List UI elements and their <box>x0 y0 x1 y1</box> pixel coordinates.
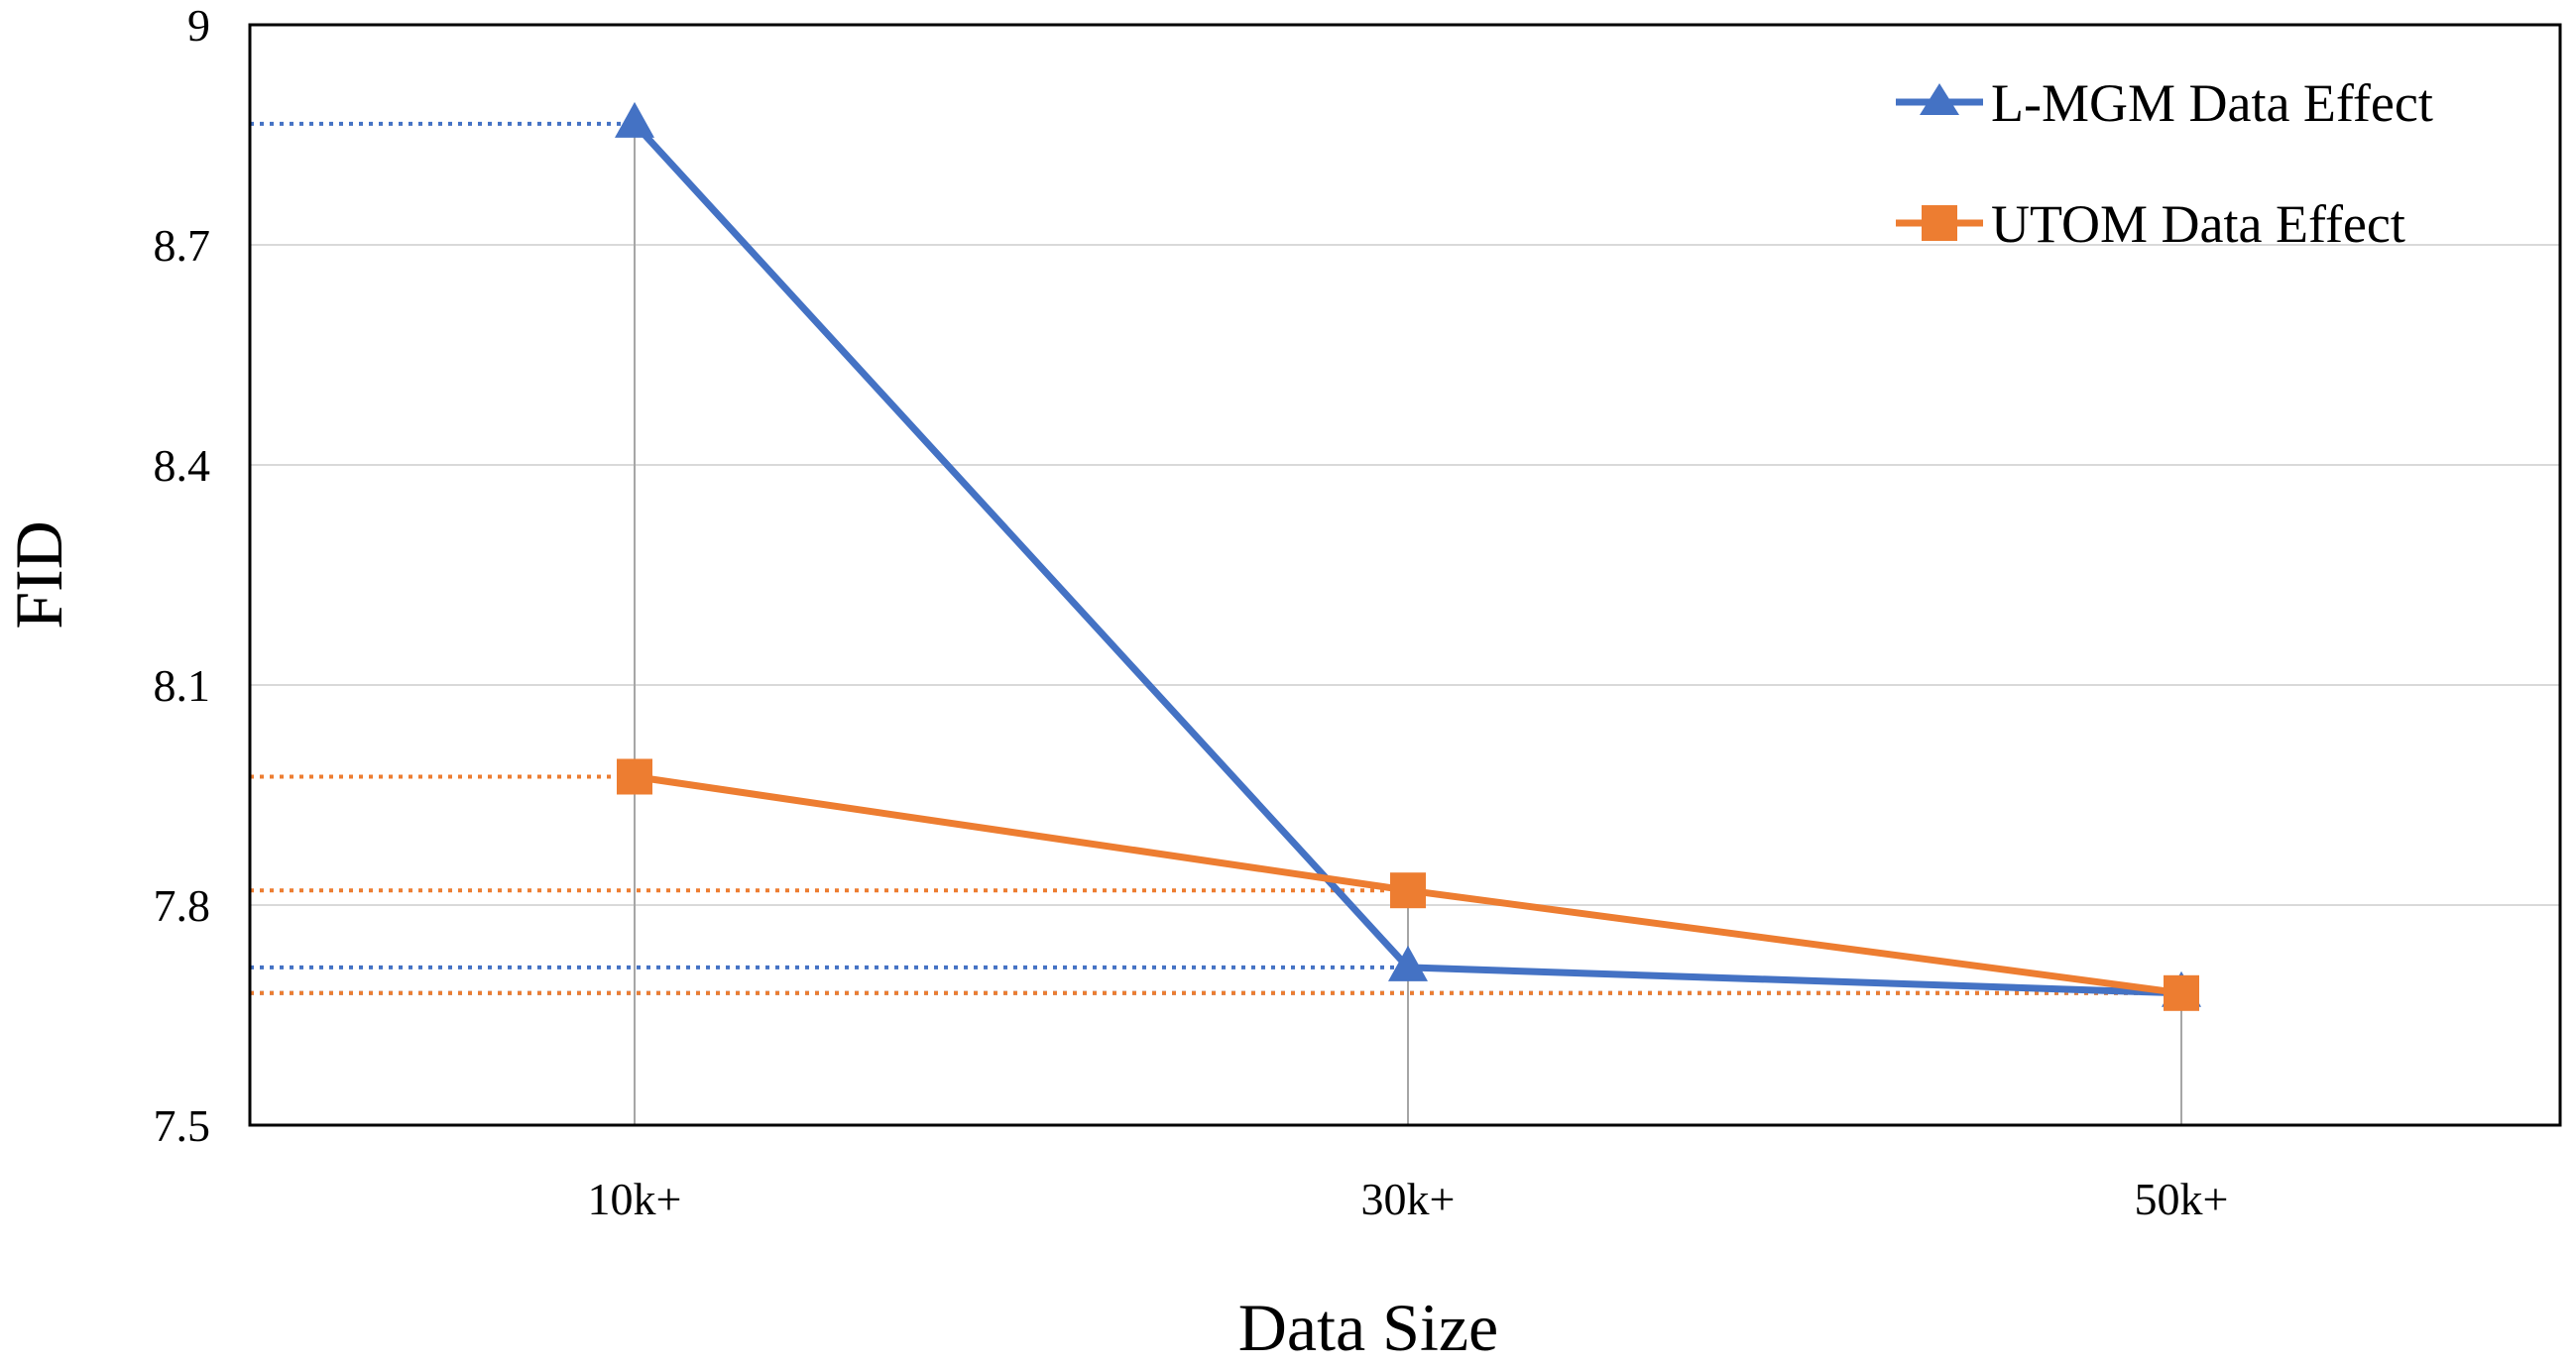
legend-item-l-mgm[interactable]: L-MGM Data Effect <box>1896 73 2433 133</box>
x-tick-label: 50k+ <box>2135 1174 2229 1224</box>
legend-label-utom: UTOM Data Effect <box>1991 194 2405 254</box>
data-point-square <box>2164 974 2199 1011</box>
reference-lines <box>250 121 2181 995</box>
x-axis-title: Data Size <box>1238 1290 1498 1365</box>
x-tick-label: 10k+ <box>588 1174 682 1224</box>
x-tick-label: 30k+ <box>1361 1174 1456 1224</box>
y-tick-label: 9 <box>187 0 210 51</box>
x-axis-ticks: 10k+ 30k+ 50k+ <box>588 1174 2229 1224</box>
legend-square-marker <box>1922 205 1957 241</box>
y-axis-ticks: 7.5 7.8 8.1 8.4 8.7 9 <box>154 0 211 1151</box>
y-tick-label: 8.1 <box>154 660 211 711</box>
y-tick-label: 8.4 <box>154 440 211 491</box>
data-point-triangle <box>615 101 654 138</box>
legend-item-utom[interactable]: UTOM Data Effect <box>1896 194 2405 254</box>
y-tick-label: 7.5 <box>154 1100 211 1151</box>
plot-area-frame <box>248 23 2562 1127</box>
y-tick-label: 8.7 <box>154 220 211 271</box>
series-line <box>632 121 2182 997</box>
gridlines <box>250 244 2560 906</box>
y-axis-title: FID <box>1 520 76 629</box>
y-tick-label: 7.8 <box>154 880 211 931</box>
legend-triangle-marker <box>1920 83 1959 115</box>
data-point-triangle <box>1388 945 1428 981</box>
legend: L-MGM Data Effect UTOM Data Effect <box>1896 73 2433 254</box>
legend-label-l-mgm: L-MGM Data Effect <box>1991 73 2433 133</box>
series <box>615 101 2201 1011</box>
data-point-square <box>1390 872 1426 909</box>
drop-lines <box>634 123 2182 1125</box>
data-point-square <box>617 758 652 795</box>
